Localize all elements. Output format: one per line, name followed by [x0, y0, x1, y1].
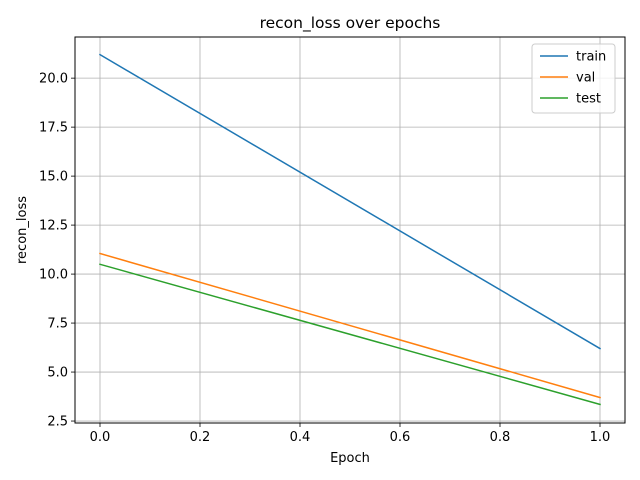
- series-line-val: [99, 252, 601, 399]
- series-line-train: [98, 53, 602, 350]
- legend-box: [531, 43, 616, 114]
- series-lines: [98, 53, 602, 406]
- chart-title: recon_loss over epochs: [260, 14, 441, 33]
- x-tick-label: 0.6: [390, 430, 411, 445]
- x-tick-label: 0.2: [190, 430, 211, 445]
- x-tick-label: 0.4: [290, 430, 311, 445]
- legend-label-val: val: [576, 71, 595, 86]
- y-tick-label: 17.5: [39, 121, 68, 136]
- y-tick-label: 20.0: [39, 72, 68, 87]
- legend-label-train: train: [576, 50, 606, 65]
- axis-ticks: 0.0 0.2 0.4 0.6 0.8 1.0 2.5 5.0 7.5 10.0 12.5 15.0 1…: [39, 72, 610, 445]
- plot-frame: [74, 36, 626, 424]
- grid: [75, 37, 625, 423]
- legend: train val test: [531, 43, 616, 114]
- y-tick-label: 10.0: [39, 268, 68, 283]
- y-tick-label: 2.5: [47, 415, 68, 430]
- series-line-test: [99, 263, 601, 406]
- x-tick-label: 1.0: [590, 430, 611, 445]
- x-tick-label: 0.8: [490, 430, 511, 445]
- y-tick-label: 5.0: [47, 366, 68, 381]
- x-axis-label: Epoch: [330, 451, 370, 466]
- y-axis-label: recon_loss: [15, 196, 30, 264]
- y-tick-label: 7.5: [47, 317, 68, 332]
- y-tick-label: 12.5: [39, 219, 68, 234]
- y-tick-label: 15.0: [39, 170, 68, 185]
- x-tick-label: 0.0: [90, 430, 111, 445]
- legend-label-test: test: [576, 92, 601, 107]
